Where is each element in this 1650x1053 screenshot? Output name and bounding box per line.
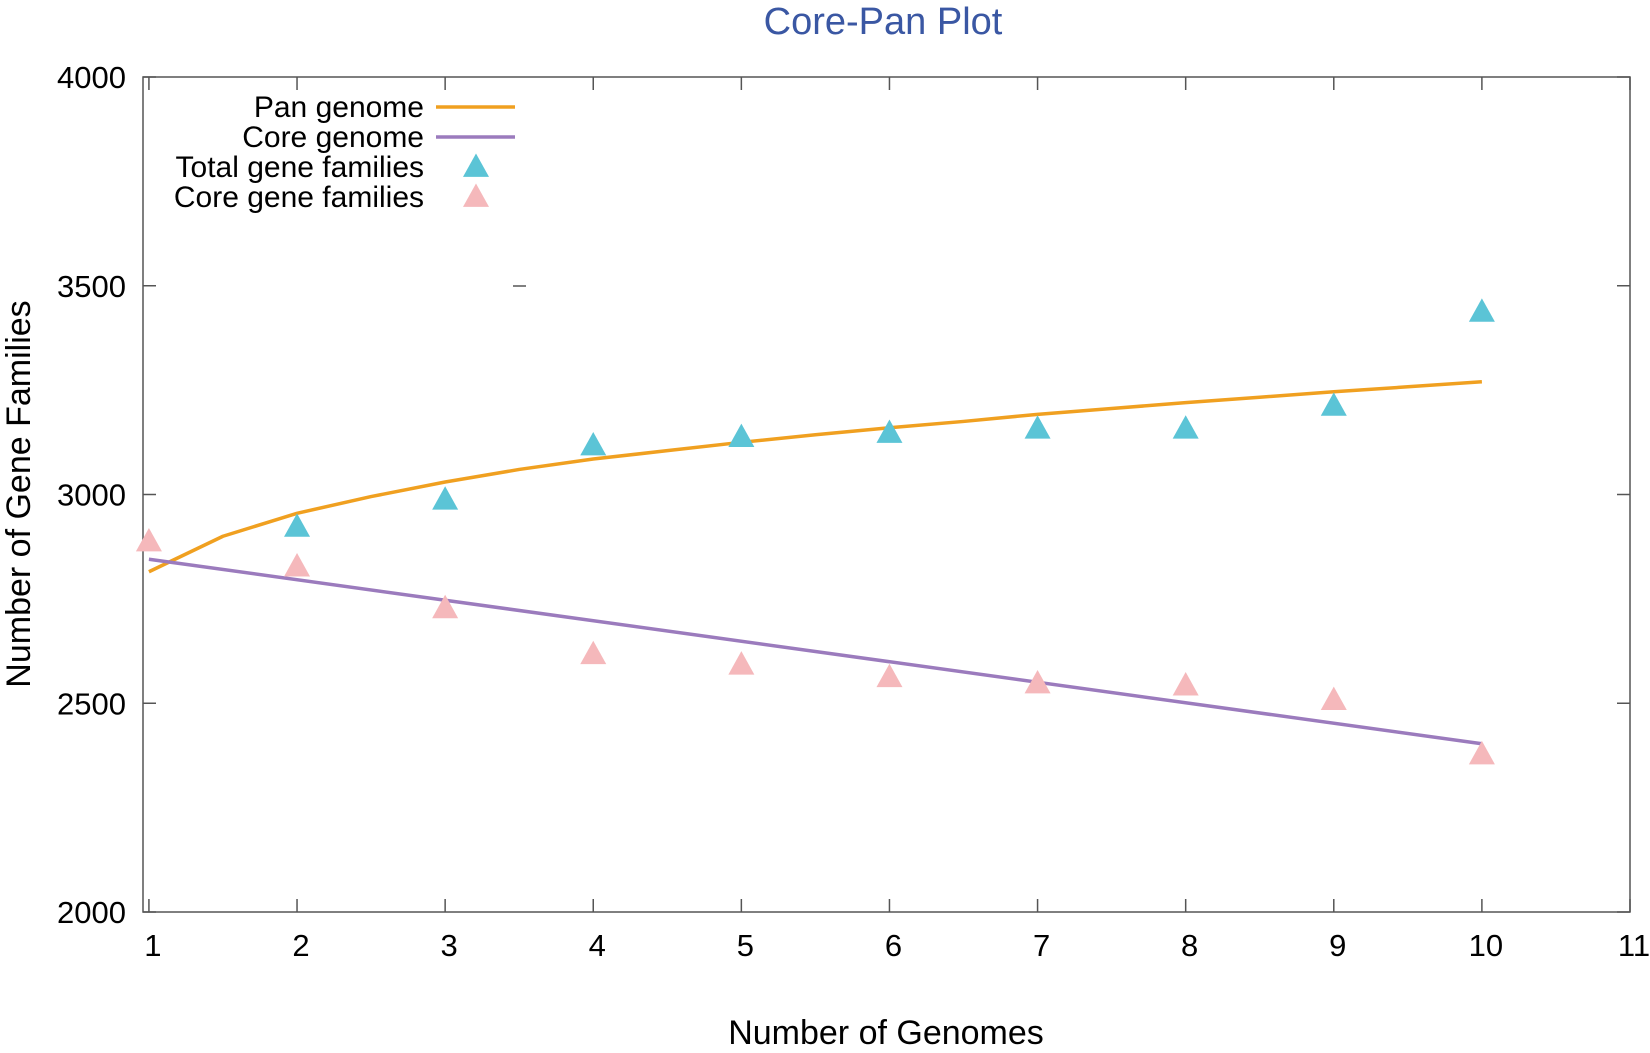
total-gene-families-point (1024, 415, 1051, 439)
x-tick-label: 3 (441, 928, 458, 963)
core-gene-families-point (1320, 686, 1347, 711)
x-tick-label: 10 (1469, 928, 1503, 963)
total-gene-families-point (432, 486, 459, 510)
core-gene-families-point (1468, 740, 1495, 765)
x-tick-label: 11 (1618, 928, 1650, 963)
legend-swatch-core-gene-families (463, 183, 489, 207)
x-tick-label: 5 (737, 928, 754, 963)
chart-title: Core-Pan Plot (764, 1, 1003, 43)
legend-label-total-gene-families: Total gene families (176, 151, 424, 184)
legend-label-core-gene-families: Core gene families (174, 181, 424, 214)
total-gene-families-point (1320, 392, 1347, 416)
x-axis-title: Number of Genomes (728, 1014, 1044, 1052)
y-axis-title: Number of Gene Families (0, 300, 38, 687)
legend-label-core-genome: Core genome (242, 121, 424, 154)
core-gene-families-point (284, 553, 311, 577)
x-tick-label: 4 (589, 928, 606, 963)
y-tick-label: 4000 (57, 60, 126, 95)
x-tick-label: 9 (1329, 928, 1346, 963)
y-tick-label: 2500 (57, 686, 126, 721)
core-gene-families-point (876, 663, 903, 688)
y-tick-label: 3500 (57, 269, 126, 304)
y-tick-label: 2000 (57, 895, 126, 930)
series-layer (135, 298, 1495, 765)
x-tick-label: 8 (1181, 928, 1198, 963)
core-gene-families-point (580, 640, 607, 665)
total-gene-families-point (284, 513, 311, 537)
total-gene-families-point (728, 423, 755, 448)
total-gene-families-point (580, 431, 607, 456)
total-gene-families-point (876, 419, 903, 443)
pan-genome-line (148, 380, 1483, 574)
y-tick-label: 3000 (57, 478, 126, 513)
total-gene-families-point (1172, 415, 1199, 439)
x-tick-label: 7 (1033, 928, 1050, 963)
x-tick-labels: 1 2 3 4 5 6 7 8 9 10 11 (144, 928, 1650, 963)
x-tick-label: 6 (885, 928, 902, 963)
x-tick-label: 2 (292, 928, 309, 963)
total-gene-families-point (1468, 298, 1495, 322)
core-gene-families-point (135, 528, 162, 552)
core-genome-line (148, 557, 1483, 746)
x-tick-label: 1 (144, 928, 161, 963)
core-gene-families-point (1172, 672, 1199, 696)
core-gene-families-point (1024, 669, 1051, 694)
legend-label-pan-genome: Pan genome (254, 91, 424, 124)
core-gene-families-point (432, 594, 459, 619)
axis-ticks (143, 76, 1631, 913)
core-gene-families-point (728, 651, 755, 675)
legend-swatch-total-gene-families (463, 153, 489, 177)
y-tick-labels: 2000 2500 3000 3500 4000 (57, 60, 126, 930)
